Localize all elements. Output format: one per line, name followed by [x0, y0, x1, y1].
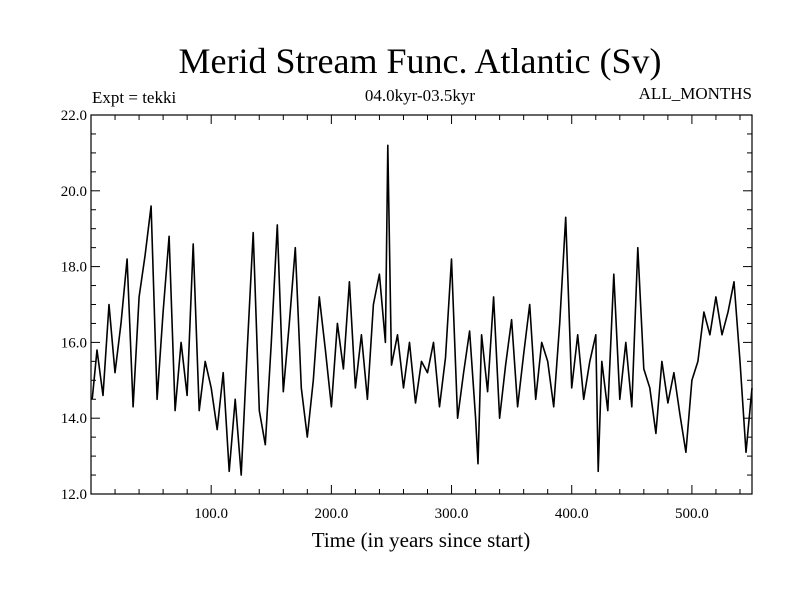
x-tick-label: 500.0 — [675, 506, 709, 522]
y-tick-label: 20.0 — [61, 184, 87, 200]
y-tick-label: 14.0 — [61, 411, 87, 427]
chart-subtitle: 04.0kyr-03.5kyr — [365, 86, 475, 105]
x-tick-label: 200.0 — [314, 506, 348, 522]
y-tick-label: 22.0 — [61, 108, 87, 124]
x-axis-tick-labels: 100.0 200.0 300.0 400.0 500.0 — [194, 506, 708, 522]
y-tick-label: 16.0 — [61, 335, 87, 351]
x-axis-label: Time (in years since start) — [312, 528, 531, 552]
x-tick-label: 300.0 — [435, 506, 469, 522]
series-line — [91, 144, 753, 476]
series-group — [91, 144, 753, 476]
chart-title: Merid Stream Func. Atlantic (Sv) — [179, 41, 662, 81]
x-tick-label: 400.0 — [555, 506, 589, 522]
y-tick-label: 18.0 — [61, 260, 87, 276]
months-label: ALL_MONTHS — [639, 84, 752, 103]
y-tick-label: 12.0 — [61, 487, 87, 503]
x-tick-label: 100.0 — [194, 506, 228, 522]
y-axis-tick-labels: 12.0 14.0 16.0 18.0 20.0 22.0 — [61, 108, 87, 503]
experiment-label: Expt = tekki — [92, 88, 176, 107]
